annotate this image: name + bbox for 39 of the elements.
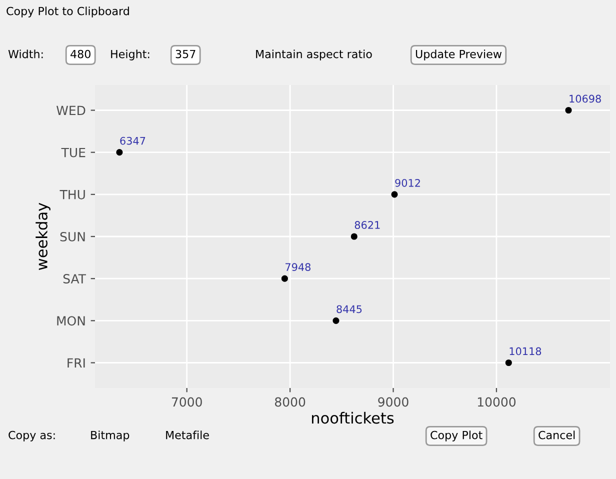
point bbox=[505, 359, 512, 366]
point bbox=[281, 275, 288, 282]
point bbox=[391, 191, 398, 198]
data-label: 9012 bbox=[395, 178, 420, 187]
y-tick-label: WED bbox=[56, 106, 86, 115]
data-label: 7948 bbox=[286, 263, 310, 272]
y-tick-label: MON bbox=[57, 316, 85, 326]
point bbox=[116, 149, 123, 156]
point bbox=[350, 233, 358, 240]
text: Metafile bbox=[166, 430, 209, 440]
x-tick-label: 10000 bbox=[478, 397, 516, 407]
text: Width: bbox=[8, 50, 43, 58]
data-label: 10698 bbox=[570, 94, 601, 103]
text: Cancel bbox=[538, 430, 575, 440]
y-tick-label: FRI bbox=[68, 358, 85, 368]
text: Bitmap bbox=[91, 430, 130, 442]
text: Copy as: bbox=[8, 430, 55, 442]
x-tick-label: 8000 bbox=[275, 397, 306, 407]
point bbox=[565, 106, 572, 114]
x-tick-label: 9000 bbox=[378, 397, 408, 407]
x-axis-title: nooftickets bbox=[312, 412, 394, 424]
x-tick-label: 7000 bbox=[172, 397, 202, 407]
y-tick-label: SUN bbox=[60, 232, 85, 242]
text: Maintain aspect ratio bbox=[256, 50, 372, 60]
text: Height: bbox=[111, 50, 150, 60]
text: Copy Plot bbox=[430, 430, 482, 442]
text: 357 bbox=[176, 50, 196, 58]
data-label: 6347 bbox=[120, 136, 146, 145]
y-tick-label: THU bbox=[60, 190, 85, 200]
y-tick-label: TUE bbox=[61, 148, 86, 158]
data-label: 8621 bbox=[354, 221, 380, 229]
point bbox=[332, 317, 340, 324]
text: Copy Plot to Clipboard bbox=[6, 6, 129, 18]
y-axis-title: weekday bbox=[36, 202, 50, 270]
y-tick-label: SAT bbox=[63, 274, 86, 284]
text: Update Preview bbox=[416, 50, 502, 60]
data-label: 8445 bbox=[336, 305, 362, 314]
data-label: 10118 bbox=[510, 347, 542, 356]
text: 480 bbox=[70, 50, 90, 58]
